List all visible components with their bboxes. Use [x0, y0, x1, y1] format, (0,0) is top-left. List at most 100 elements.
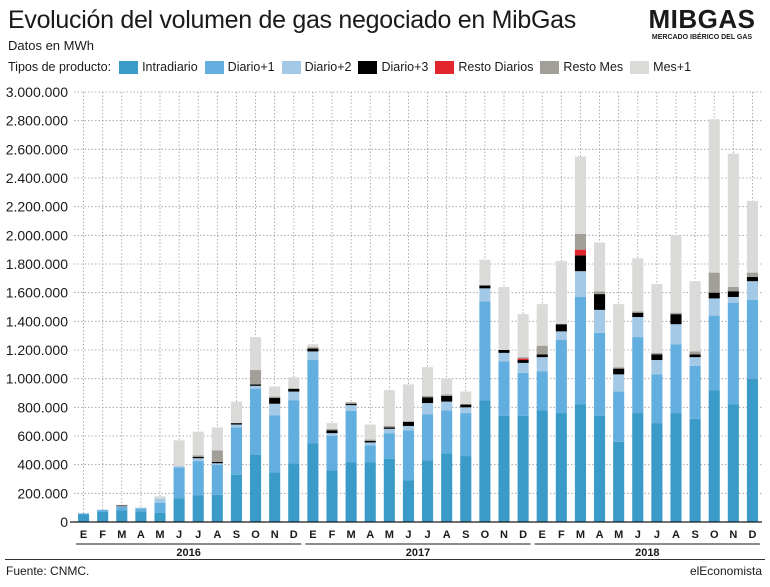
y-tick-label: 2.400.000	[6, 170, 68, 186]
bar-segment-diario-2	[288, 391, 300, 401]
y-tick-label: 1.000.000	[6, 371, 68, 387]
bar-segment-diario-3	[727, 291, 739, 297]
legend-swatch	[119, 60, 139, 74]
bar-segment-diario-3	[116, 505, 128, 507]
legend-item-label: Intradiario	[142, 60, 198, 74]
bar-segment-diario-3	[670, 314, 682, 325]
bar-segment-diario-3	[517, 360, 529, 363]
bar-segment-diario-1	[613, 391, 625, 442]
bar-segment-resto-mes	[651, 352, 663, 355]
bar-segment-diario-2	[230, 424, 242, 428]
bar-segment-mes-1	[689, 281, 701, 352]
bar-segment-mes-1	[441, 378, 453, 395]
legend-swatch	[358, 60, 378, 74]
legend-swatch	[435, 60, 455, 74]
bar-segment-intradiario	[288, 463, 300, 522]
bar-segment-resto-diarios	[574, 249, 586, 256]
legend-item-resto-mes: Resto Mes	[540, 60, 623, 74]
x-tick-label: O	[710, 529, 719, 541]
year-label: 2018	[635, 547, 659, 559]
bar-segment-diario-2	[670, 324, 682, 345]
bar-segment-resto-mes	[536, 345, 548, 355]
x-tick-label: D	[748, 529, 756, 541]
x-tick-label: F	[558, 529, 565, 541]
bar-segment-diario-3	[498, 350, 510, 353]
bar-segment-resto-mes	[269, 396, 281, 399]
bar-segment-intradiario	[230, 474, 242, 522]
bar-segment-intradiario	[422, 460, 434, 522]
bar-segment-diario-1	[97, 509, 109, 512]
bar-segment-diario-2	[689, 357, 701, 366]
bar-segment-intradiario	[364, 462, 376, 522]
bar-segment-diario-1	[326, 436, 338, 471]
bar-segment-diario-1	[402, 430, 414, 481]
bar-segment-mes-1	[383, 390, 395, 426]
x-tick-label: A	[672, 529, 680, 541]
x-tick-label: M	[155, 529, 164, 541]
bar-segment-resto-mes	[727, 286, 739, 292]
bar-segment-intradiario	[269, 472, 281, 522]
bar-segment-diario-2	[326, 433, 338, 436]
bar-segment-diario-1	[727, 302, 739, 405]
x-tick-label: M	[576, 529, 585, 541]
bar-segment-intradiario	[613, 441, 625, 522]
year-label: 2017	[406, 547, 430, 559]
legend-item-intradiario: Intradiario	[119, 60, 198, 74]
bar-segment-mes-1	[708, 119, 720, 273]
x-tick-label: S	[691, 529, 698, 541]
y-tick-label: 0	[60, 514, 68, 530]
bar-segment-intradiario	[460, 456, 472, 522]
bar-segment-diario-1	[345, 410, 357, 463]
bar-segment-diario-2	[173, 466, 185, 468]
bar-segment-diario-1	[173, 467, 185, 499]
bar-segment-resto-mes	[632, 311, 644, 313]
bar-segment-diario-2	[364, 442, 376, 446]
bar-segment-diario-2	[632, 317, 644, 338]
bar-segment-intradiario	[708, 390, 720, 522]
bar-segment-diario-1	[135, 508, 147, 512]
bar-segment-diario-1	[230, 427, 242, 475]
legend-item-label: Resto Diarios	[458, 60, 534, 74]
bar-segment-diario-1	[479, 301, 491, 401]
bar-segment-intradiario	[211, 494, 223, 522]
y-tick-label: 400.000	[17, 457, 68, 473]
bar-segment-diario-2	[574, 271, 586, 297]
x-tick-label: J	[424, 529, 430, 541]
bar-segment-intradiario	[441, 453, 453, 522]
bar-segment-mes-1	[613, 304, 625, 368]
bar-segment-diario-2	[460, 407, 472, 414]
bar-segment-diario-3	[594, 294, 606, 310]
bar-segment-diario-2	[479, 288, 491, 302]
y-tick-label: 1.800.000	[6, 256, 68, 272]
bar-segment-resto-mes	[307, 347, 319, 349]
bar-segment-diario-1	[269, 415, 281, 473]
bar-segment-diario-3	[555, 324, 567, 332]
x-tick-label: J	[635, 529, 641, 541]
y-tick-label: 1.200.000	[6, 342, 68, 358]
bar-segment-diario-1	[708, 315, 720, 391]
bar-segment-diario-3	[230, 423, 242, 425]
stacked-bar-chart: 0 200.000 400.000 600.000 800.000 1.000.000 1.…	[6, 84, 762, 559]
bar-segment-diario-1	[250, 388, 262, 455]
bar-segment-diario-1	[116, 506, 128, 511]
bar-segment-intradiario	[594, 415, 606, 522]
bar-segment-intradiario	[727, 404, 739, 522]
bar-segment-diario-3	[479, 285, 491, 289]
bar-segment-diario-3	[269, 398, 281, 404]
y-tick-label: 2.600.000	[6, 141, 68, 157]
x-tick-label: F	[99, 529, 106, 541]
bar-segment-resto-mes	[326, 428, 338, 431]
bar-segment-diario-3	[192, 456, 204, 459]
bar-segment-intradiario	[250, 454, 262, 522]
bar-segment-diario-2	[345, 405, 357, 411]
bar-segment-diario-1	[517, 372, 529, 416]
bar-segment-diario-1	[211, 464, 223, 495]
bar-segment-diario-2	[402, 425, 414, 431]
legend-swatch	[281, 60, 301, 74]
bar-segment-diario-3	[211, 461, 223, 464]
bar-segment-diario-2	[536, 357, 548, 372]
chart-subtitle: Datos en MWh	[8, 38, 94, 53]
legend-swatch	[630, 60, 650, 74]
bar-segment-diario-2	[498, 352, 510, 362]
bar-segment-resto-mes	[345, 402, 357, 404]
